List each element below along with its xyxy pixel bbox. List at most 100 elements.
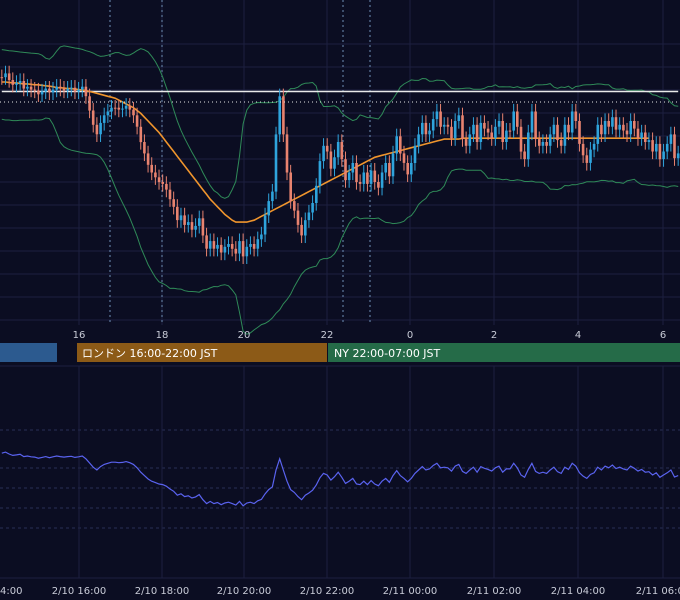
candle-body bbox=[44, 88, 47, 92]
candle-body bbox=[234, 248, 238, 254]
candle-body bbox=[538, 139, 541, 146]
candle-body bbox=[611, 117, 614, 127]
candle-body bbox=[99, 122, 102, 135]
candle-body bbox=[267, 201, 270, 216]
candle-body bbox=[413, 145, 417, 163]
candle-body bbox=[29, 86, 33, 90]
candle-body bbox=[501, 121, 504, 142]
candle-body bbox=[124, 105, 128, 109]
candle-body bbox=[307, 212, 311, 221]
candle-body bbox=[62, 88, 66, 91]
candle-body bbox=[647, 140, 651, 142]
candle-body bbox=[88, 96, 91, 111]
candle-body bbox=[252, 244, 256, 249]
main-x-axis: 16 18 20 22 0 2 4 6 bbox=[73, 330, 667, 341]
candle-body bbox=[421, 122, 424, 135]
candle-body bbox=[410, 163, 413, 175]
candle-body bbox=[4, 73, 7, 78]
candle-body bbox=[369, 170, 373, 184]
candle-body bbox=[395, 136, 398, 154]
candle-body bbox=[77, 89, 80, 92]
candle-body bbox=[581, 143, 585, 156]
candle-body bbox=[592, 143, 596, 150]
candle-body bbox=[472, 124, 475, 135]
candle-body bbox=[176, 206, 179, 221]
indicator-x-tick-label: 4:00 bbox=[0, 586, 22, 597]
candle-body bbox=[373, 170, 377, 182]
candle-body bbox=[453, 121, 457, 139]
candle-body bbox=[446, 124, 450, 127]
candle-body bbox=[304, 220, 307, 236]
london-session-band bbox=[77, 343, 327, 362]
candle-body bbox=[377, 182, 380, 188]
candle-body bbox=[183, 215, 186, 225]
candle-body bbox=[150, 164, 153, 173]
indicator-x-tick-label: 2/10 22:00 bbox=[300, 586, 354, 597]
candle-body bbox=[600, 124, 603, 135]
x-tick-label: 0 bbox=[407, 330, 413, 341]
candle-body bbox=[110, 107, 113, 112]
candle-body bbox=[194, 225, 197, 230]
candle-body bbox=[351, 163, 355, 173]
candle-body bbox=[11, 80, 15, 85]
candle-body bbox=[0, 77, 4, 79]
candle-body bbox=[380, 172, 384, 188]
candle-body bbox=[282, 96, 285, 135]
candle-body bbox=[33, 89, 37, 91]
candle-body bbox=[596, 124, 600, 144]
candle-body bbox=[40, 91, 44, 95]
candle-body bbox=[424, 122, 428, 135]
candle-body bbox=[84, 86, 88, 97]
candle-body bbox=[329, 151, 333, 169]
candle-body bbox=[344, 159, 347, 181]
candle-body bbox=[128, 105, 132, 110]
candle-body bbox=[556, 124, 559, 141]
candle-body bbox=[640, 132, 643, 139]
candle-body bbox=[293, 201, 296, 211]
candle-body bbox=[278, 96, 281, 135]
candle-body bbox=[139, 126, 143, 143]
candle-body bbox=[636, 128, 640, 139]
candle-body bbox=[545, 142, 548, 146]
candle-body bbox=[570, 111, 574, 133]
candle-body bbox=[442, 124, 446, 127]
candle-body bbox=[256, 239, 260, 249]
candle-body bbox=[340, 142, 344, 160]
candle-body bbox=[516, 111, 519, 127]
candle-body bbox=[662, 151, 665, 160]
indicator-x-tick-label: 2/11 02:00 bbox=[467, 586, 521, 597]
candle-body bbox=[143, 142, 146, 154]
ny-session-label: NY 22:00-07:00 JST bbox=[334, 347, 441, 360]
candle-body bbox=[315, 185, 318, 203]
ny-session-band bbox=[328, 343, 680, 362]
indicator-line bbox=[1, 451, 679, 507]
candle-body bbox=[245, 246, 249, 257]
candle-body bbox=[490, 132, 493, 139]
candle-body bbox=[51, 89, 55, 93]
candle-body bbox=[102, 115, 106, 123]
candle-body bbox=[676, 153, 680, 159]
candle-body bbox=[347, 172, 351, 181]
candle-body bbox=[157, 177, 161, 183]
candle-body bbox=[285, 134, 289, 173]
candle-body bbox=[95, 124, 99, 135]
x-tick-label: 6 bbox=[660, 330, 666, 341]
indicator-x-tick-label: 2/10 20:00 bbox=[217, 586, 271, 597]
candle-body bbox=[665, 143, 669, 152]
indicator-x-tick-label: 2/11 04:00 bbox=[551, 586, 605, 597]
bollinger-bands bbox=[1, 45, 679, 335]
indicator-x-tick-label: 2/10 18:00 bbox=[135, 586, 189, 597]
candle-body bbox=[607, 121, 610, 127]
candle-body bbox=[505, 130, 508, 142]
candle-body bbox=[417, 134, 420, 146]
candle-body bbox=[132, 109, 135, 116]
x-tick-label: 18 bbox=[156, 330, 169, 341]
moving-average-lines bbox=[1, 81, 679, 223]
x-tick-label: 20 bbox=[238, 330, 251, 341]
candle-body bbox=[161, 182, 164, 184]
indicator-x-axis: 4:00 2/10 16:00 2/10 18:00 2/10 20:00 2/10 2… bbox=[0, 586, 680, 597]
indicator-x-tick-label: 2/10 16:00 bbox=[52, 586, 106, 597]
candle-body bbox=[622, 124, 625, 131]
candle-body bbox=[559, 140, 563, 146]
